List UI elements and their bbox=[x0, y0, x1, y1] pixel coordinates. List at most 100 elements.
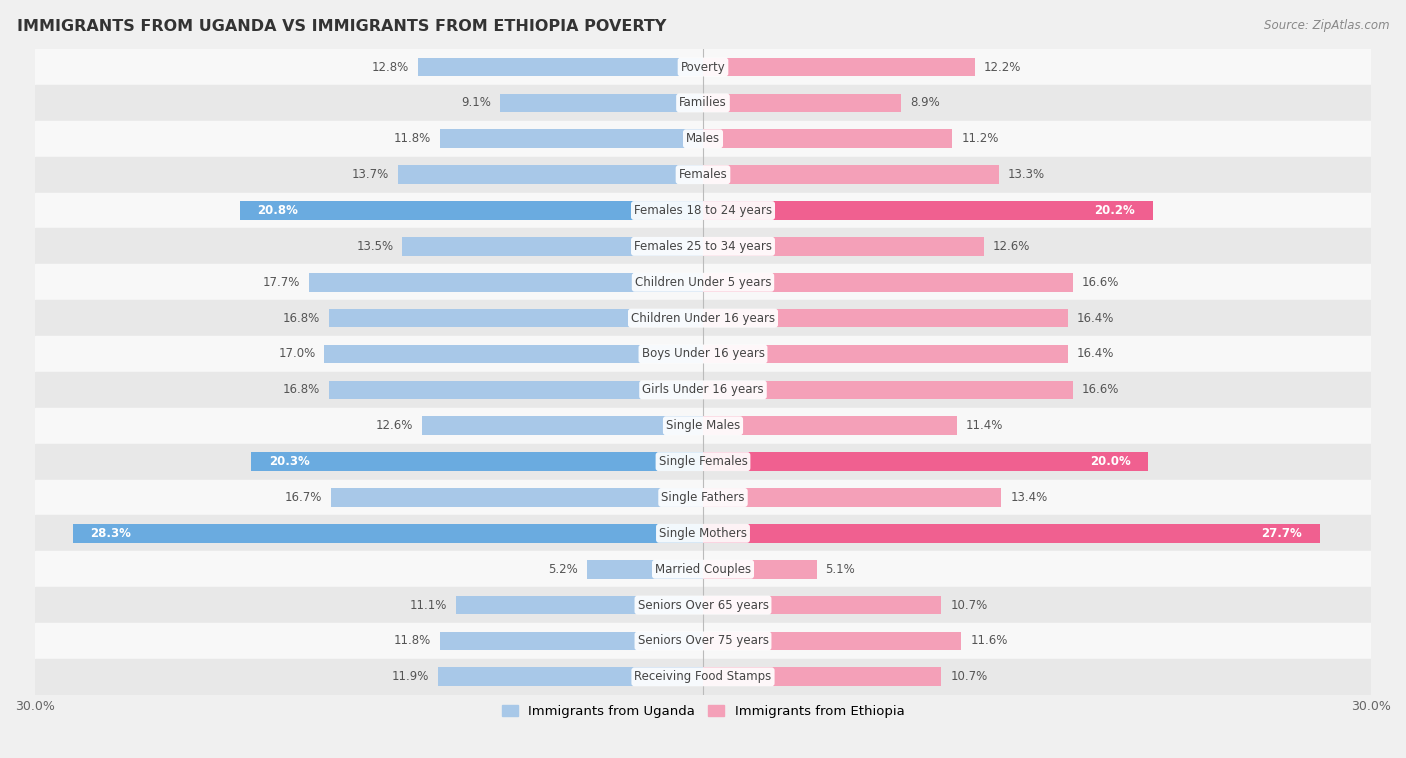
Bar bbox=[329, 309, 703, 327]
Text: Children Under 5 years: Children Under 5 years bbox=[634, 276, 772, 289]
Bar bbox=[35, 408, 1371, 443]
Text: 11.8%: 11.8% bbox=[394, 133, 432, 146]
Text: 28.3%: 28.3% bbox=[90, 527, 132, 540]
Text: 11.6%: 11.6% bbox=[970, 634, 1008, 647]
Bar bbox=[703, 130, 952, 148]
Bar bbox=[35, 336, 1371, 372]
Bar bbox=[309, 273, 703, 292]
Text: 10.7%: 10.7% bbox=[950, 670, 987, 683]
Bar bbox=[35, 587, 1371, 623]
Bar bbox=[456, 596, 703, 615]
Text: 13.4%: 13.4% bbox=[1011, 491, 1047, 504]
Bar bbox=[35, 443, 1371, 480]
Bar bbox=[35, 265, 1371, 300]
Bar bbox=[35, 372, 1371, 408]
Bar bbox=[35, 49, 1371, 85]
Bar bbox=[703, 416, 957, 435]
Bar bbox=[703, 273, 1073, 292]
Bar bbox=[35, 228, 1371, 265]
Legend: Immigrants from Uganda, Immigrants from Ethiopia: Immigrants from Uganda, Immigrants from … bbox=[496, 700, 910, 724]
Bar bbox=[240, 201, 703, 220]
Text: Children Under 16 years: Children Under 16 years bbox=[631, 312, 775, 324]
Bar bbox=[35, 480, 1371, 515]
Bar bbox=[422, 416, 703, 435]
Bar bbox=[703, 453, 1149, 471]
Bar bbox=[501, 93, 703, 112]
Text: Boys Under 16 years: Boys Under 16 years bbox=[641, 347, 765, 361]
Bar bbox=[35, 623, 1371, 659]
Bar bbox=[35, 659, 1371, 695]
Bar bbox=[250, 453, 703, 471]
Text: 16.4%: 16.4% bbox=[1077, 312, 1115, 324]
Text: 11.2%: 11.2% bbox=[962, 133, 998, 146]
Text: Source: ZipAtlas.com: Source: ZipAtlas.com bbox=[1264, 19, 1389, 32]
Text: Females 18 to 24 years: Females 18 to 24 years bbox=[634, 204, 772, 217]
Text: 10.7%: 10.7% bbox=[950, 599, 987, 612]
Text: Single Males: Single Males bbox=[666, 419, 740, 432]
Text: 16.8%: 16.8% bbox=[283, 312, 321, 324]
Text: 8.9%: 8.9% bbox=[910, 96, 939, 109]
Text: 11.1%: 11.1% bbox=[409, 599, 447, 612]
Text: 16.6%: 16.6% bbox=[1081, 276, 1119, 289]
Bar bbox=[35, 515, 1371, 551]
Text: 20.3%: 20.3% bbox=[269, 455, 309, 468]
Bar bbox=[439, 668, 703, 686]
Text: 5.1%: 5.1% bbox=[825, 562, 855, 576]
Bar bbox=[35, 121, 1371, 157]
Bar bbox=[703, 381, 1073, 399]
Text: 20.2%: 20.2% bbox=[1094, 204, 1135, 217]
Text: 16.8%: 16.8% bbox=[283, 384, 321, 396]
Bar bbox=[35, 193, 1371, 228]
Text: Receiving Food Stamps: Receiving Food Stamps bbox=[634, 670, 772, 683]
Text: 17.0%: 17.0% bbox=[278, 347, 315, 361]
Bar bbox=[703, 165, 1000, 184]
Bar bbox=[703, 596, 941, 615]
Bar bbox=[703, 93, 901, 112]
Bar bbox=[703, 309, 1069, 327]
Bar bbox=[440, 631, 703, 650]
Text: Females 25 to 34 years: Females 25 to 34 years bbox=[634, 240, 772, 253]
Text: Single Fathers: Single Fathers bbox=[661, 491, 745, 504]
Text: 9.1%: 9.1% bbox=[461, 96, 492, 109]
Bar bbox=[703, 560, 817, 578]
Text: 16.6%: 16.6% bbox=[1081, 384, 1119, 396]
Text: 11.8%: 11.8% bbox=[394, 634, 432, 647]
Bar bbox=[703, 58, 974, 77]
Bar bbox=[588, 560, 703, 578]
Bar bbox=[703, 524, 1320, 543]
Text: 11.4%: 11.4% bbox=[966, 419, 1002, 432]
Text: Females: Females bbox=[679, 168, 727, 181]
Text: 12.8%: 12.8% bbox=[371, 61, 409, 74]
Text: 13.5%: 13.5% bbox=[356, 240, 394, 253]
Bar bbox=[703, 345, 1069, 363]
Text: Seniors Over 75 years: Seniors Over 75 years bbox=[637, 634, 769, 647]
Text: 13.7%: 13.7% bbox=[352, 168, 389, 181]
Text: 12.6%: 12.6% bbox=[377, 419, 413, 432]
Text: 27.7%: 27.7% bbox=[1261, 527, 1302, 540]
Text: Seniors Over 65 years: Seniors Over 65 years bbox=[637, 599, 769, 612]
Bar bbox=[703, 631, 962, 650]
Bar bbox=[35, 157, 1371, 193]
Bar bbox=[402, 237, 703, 255]
Text: 13.3%: 13.3% bbox=[1008, 168, 1045, 181]
Text: 20.8%: 20.8% bbox=[257, 204, 298, 217]
Bar bbox=[35, 300, 1371, 336]
Text: 12.2%: 12.2% bbox=[984, 61, 1021, 74]
Bar bbox=[325, 345, 703, 363]
Text: Poverty: Poverty bbox=[681, 61, 725, 74]
Bar bbox=[35, 551, 1371, 587]
Bar bbox=[703, 488, 1001, 507]
Text: Males: Males bbox=[686, 133, 720, 146]
Text: Married Couples: Married Couples bbox=[655, 562, 751, 576]
Text: Single Females: Single Females bbox=[658, 455, 748, 468]
Text: Girls Under 16 years: Girls Under 16 years bbox=[643, 384, 763, 396]
Bar bbox=[418, 58, 703, 77]
Bar bbox=[440, 130, 703, 148]
Text: 5.2%: 5.2% bbox=[548, 562, 578, 576]
Text: 11.9%: 11.9% bbox=[392, 670, 429, 683]
Bar bbox=[329, 381, 703, 399]
Text: 16.4%: 16.4% bbox=[1077, 347, 1115, 361]
Bar bbox=[35, 85, 1371, 121]
Bar bbox=[703, 668, 941, 686]
Text: 16.7%: 16.7% bbox=[285, 491, 322, 504]
